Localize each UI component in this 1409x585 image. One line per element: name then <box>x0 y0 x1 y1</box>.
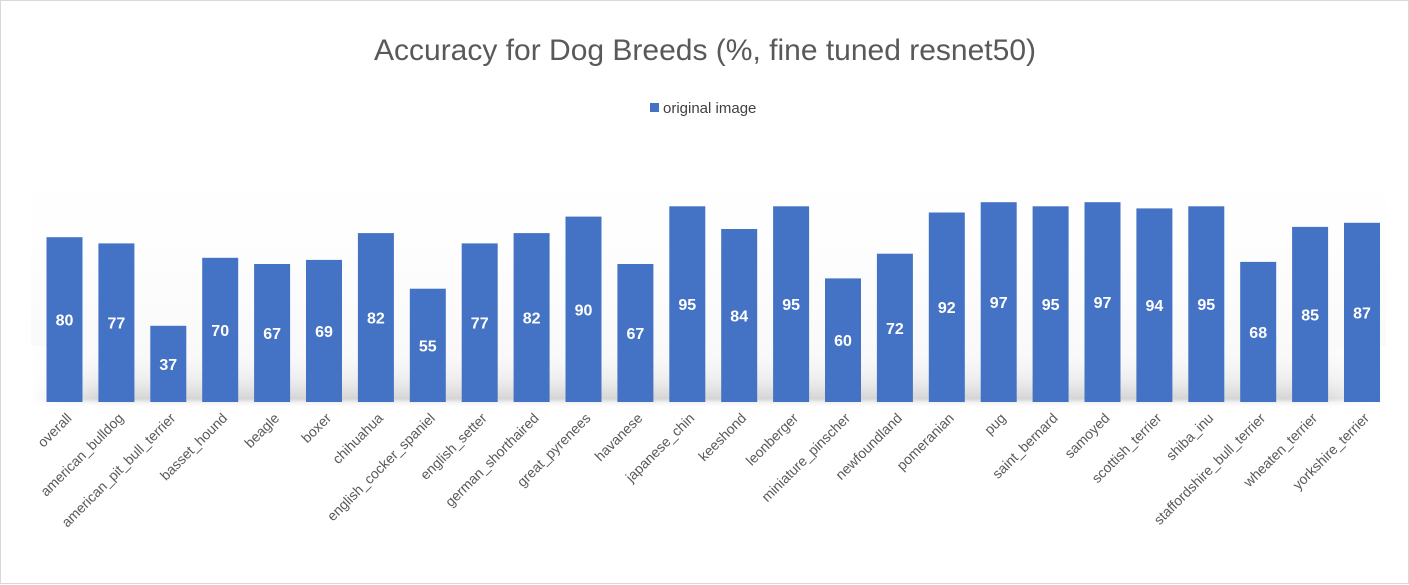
value-label-basset_hound: 70 <box>211 323 229 340</box>
value-label-pug: 97 <box>990 295 1008 312</box>
tick-label-overall: overall <box>34 410 74 450</box>
value-label-japanese_chin: 95 <box>678 297 696 314</box>
bar-miniature_pinscher <box>825 278 861 402</box>
bar-wheaten_terrier <box>1292 226 1329 402</box>
bar-american_bulldog <box>98 243 135 402</box>
legend-swatch <box>650 103 659 112</box>
value-label-american_pit_bull_terrier: 37 <box>159 357 177 374</box>
bar-yorkshire_terrier <box>1344 222 1380 402</box>
bar-newfoundland <box>876 253 913 402</box>
bar-havanese <box>617 264 654 402</box>
value-label-great_pyrenees: 90 <box>575 302 593 319</box>
chart-title: Accuracy for Dog Breeds (%, fine tuned r… <box>374 34 1036 67</box>
value-label-english_cocker_spaniel: 55 <box>419 338 437 355</box>
value-label-german_shorthaired: 82 <box>523 311 541 328</box>
bar-shiba_inu <box>1188 206 1225 402</box>
bar-basset_hound <box>202 257 239 402</box>
bar-saint_bernard <box>1032 206 1069 402</box>
bar-great_pyrenees <box>565 216 602 402</box>
tick-label-havanese: havanese <box>591 410 645 464</box>
bar-beagle <box>254 264 291 402</box>
bar-japanese_chin <box>669 206 706 402</box>
value-label-samoyed: 97 <box>1094 295 1112 312</box>
bar-pomeranian <box>928 212 965 402</box>
value-label-saint_bernard: 95 <box>1042 297 1060 314</box>
value-label-shiba_inu: 95 <box>1197 297 1215 314</box>
bar-samoyed <box>1084 202 1121 402</box>
bar-scottish_terrier <box>1136 208 1173 402</box>
legend-label: original image <box>663 100 756 117</box>
tick-label-german_shorthaired: german_shorthaired <box>442 410 542 510</box>
bar-american_pit_bull_terrier <box>150 325 187 402</box>
bar-english_setter <box>461 243 498 402</box>
tick-label-boxer: boxer <box>298 410 334 446</box>
legend: original image <box>650 100 756 117</box>
bar-boxer <box>306 259 342 402</box>
value-label-chihuahua: 82 <box>367 311 385 328</box>
value-label-miniature_pinscher: 60 <box>834 333 852 350</box>
bar-german_shorthaired <box>513 233 550 402</box>
bar-overall <box>46 237 83 402</box>
value-label-beagle: 67 <box>263 326 281 343</box>
bar-leonberger <box>773 206 810 402</box>
tick-label-beagle: beagle <box>241 410 282 451</box>
tick-label-samoyed: samoyed <box>1061 410 1112 461</box>
value-labels: 80 77 37 70 67 69 82 55 77 82 90 67 95 84 95 60 72 92 97 95… <box>56 295 1371 374</box>
value-label-leonberger: 95 <box>782 297 800 314</box>
value-label-boxer: 69 <box>315 324 333 341</box>
tick-label-miniature_pinscher: miniature_pinscher <box>758 410 853 505</box>
tick-label-keeshond: keeshond <box>695 410 749 464</box>
value-label-newfoundland: 72 <box>886 321 904 338</box>
value-label-scottish_terrier: 94 <box>1146 298 1164 315</box>
bar-keeshond <box>721 229 758 402</box>
bar-pug <box>980 202 1017 402</box>
tick-label-shiba_inu: shiba_inu <box>1163 410 1217 464</box>
value-label-keeshond: 84 <box>730 309 748 326</box>
bar-staffordshire_bull_terrier <box>1240 261 1277 402</box>
value-label-staffordshire_bull_terrier: 68 <box>1249 325 1267 342</box>
value-label-pomeranian: 92 <box>938 300 956 317</box>
value-label-havanese: 67 <box>627 326 645 343</box>
value-label-english_setter: 77 <box>471 316 489 333</box>
bar-english_cocker_spaniel <box>409 288 446 402</box>
value-label-wheaten_terrier: 85 <box>1301 307 1319 324</box>
tick-label-pug: pug <box>981 410 1009 438</box>
value-label-yorkshire_terrier: 87 <box>1353 305 1371 322</box>
value-label-american_bulldog: 77 <box>108 316 126 333</box>
bars <box>46 202 1380 402</box>
value-label-overall: 80 <box>56 313 74 330</box>
x-axis-tick-labels: overallamerican_bulldogamerican_pit_bull… <box>34 410 1372 531</box>
bar-chihuahua <box>357 233 394 402</box>
